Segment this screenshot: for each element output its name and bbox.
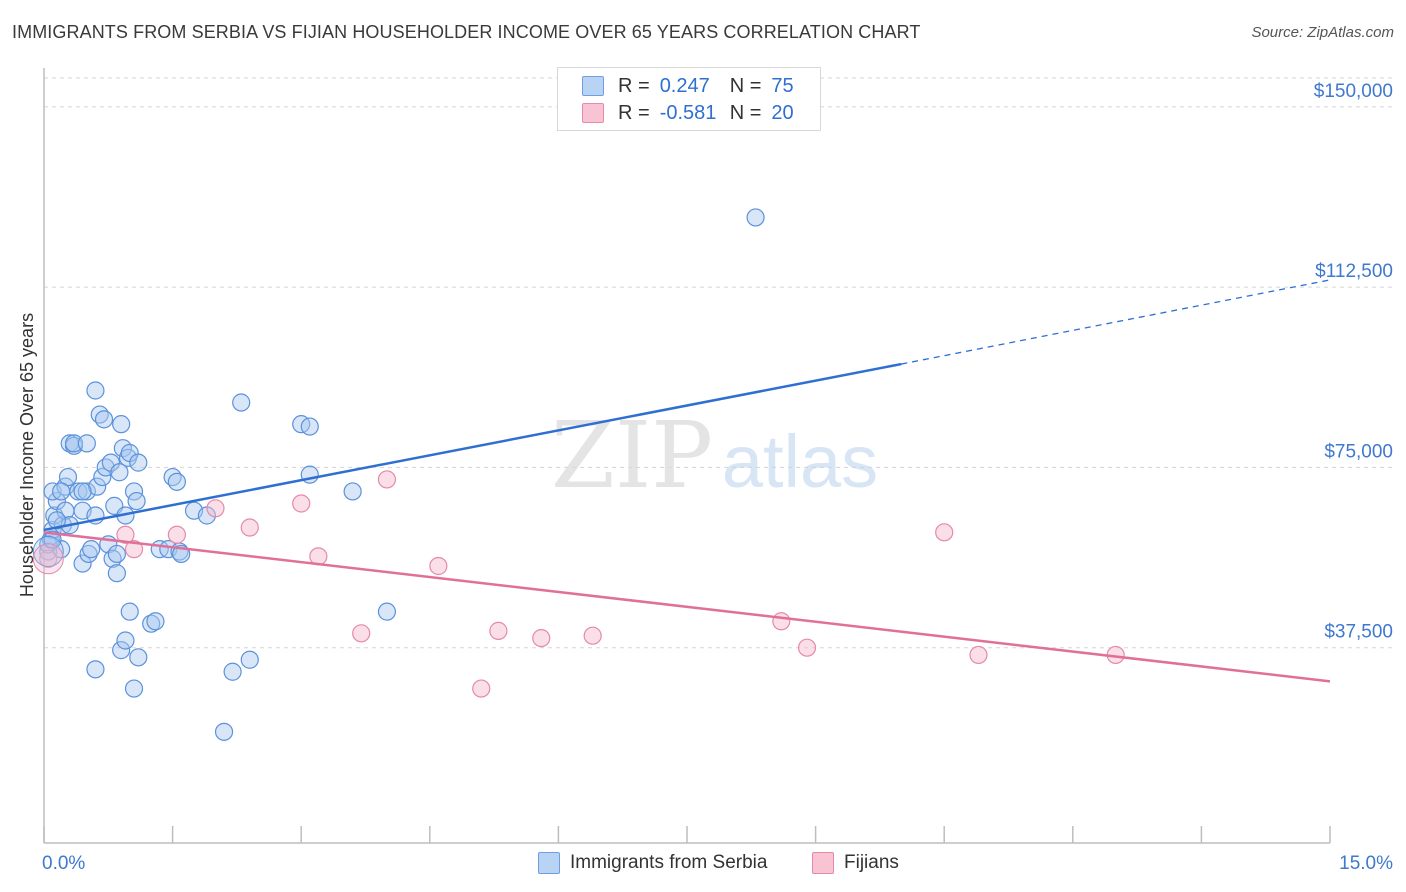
chart-title: IMMIGRANTS FROM SERBIA VS FIJIAN HOUSEHO… [12, 22, 921, 42]
serbia-point [124, 679, 144, 698]
fijian-point [39, 549, 58, 568]
serbia-point [129, 648, 148, 667]
legend-swatch-serbia [582, 76, 604, 96]
serbia-point [116, 631, 135, 650]
serbia-point [94, 410, 114, 429]
serbia-point [107, 544, 126, 564]
fijian-point [167, 525, 186, 544]
legend-swatch-fijians [582, 103, 604, 123]
fijian-point [797, 638, 817, 657]
legend-box: R = 0.247 N = 75 R = -0.581 N = 20 [557, 67, 821, 131]
fijian-trend-line [43, 531, 1331, 683]
serbia-trend-line [43, 362, 902, 532]
serbia-point [64, 434, 84, 453]
serbia-point [146, 612, 165, 631]
fijian-point [489, 621, 508, 640]
fijian-point [240, 518, 259, 537]
serbia-point [129, 453, 148, 472]
fijian-point [292, 494, 311, 513]
fijian-point [969, 645, 988, 665]
watermark-atlas: atlas [722, 420, 878, 503]
serbia-point [96, 458, 115, 477]
serbia-point [240, 650, 259, 669]
y-tick-label: $75,000 [1324, 441, 1393, 462]
fijian-point [429, 556, 448, 576]
fijian-point [32, 543, 64, 575]
serbia-point [223, 662, 242, 681]
bottom-legend-label-serbia: Immigrants from Serbia [570, 852, 768, 873]
bottom-legend-serbia: Immigrants from Serbia [538, 852, 767, 874]
serbia-point [32, 536, 64, 568]
source-label: Source: ZipAtlas.com [1251, 24, 1394, 41]
serbia-point [110, 463, 129, 482]
fijian-point [116, 525, 135, 544]
serbia-point [86, 660, 105, 679]
serbia-point [86, 381, 105, 400]
serbia-point [52, 482, 71, 501]
fijian-point [532, 628, 551, 648]
x-tick-label: 15.0% [1339, 853, 1393, 874]
serbia-point [47, 511, 66, 530]
serbia-trend-extension [901, 279, 1331, 365]
serbia-point [93, 467, 112, 487]
serbia-point [214, 722, 234, 741]
serbia-point [746, 208, 765, 227]
serbia-point [120, 602, 139, 621]
bottom-legend-fijians: Fijians [812, 852, 899, 874]
serbia-point [112, 415, 131, 434]
x-tick-label: 0.0% [42, 853, 85, 874]
legend-n-value: 20 [771, 101, 794, 124]
serbia-point [377, 602, 397, 621]
legend-n-label: N = [729, 74, 762, 97]
fijian-point [583, 626, 602, 645]
serbia-point [77, 482, 96, 501]
fijian-point [206, 499, 225, 518]
serbia-point [343, 482, 362, 501]
legend-n-value: 75 [771, 74, 794, 97]
serbia-point [88, 477, 107, 496]
bottom-legend-label-fijians: Fijians [844, 852, 899, 873]
serbia-point [127, 491, 146, 511]
legend-r-label: R = [618, 101, 650, 124]
legend-r-label: R = [618, 74, 650, 97]
serbia-point [112, 641, 131, 660]
y-tick-label: $150,000 [1314, 81, 1393, 102]
fijian-point [472, 679, 491, 698]
fijian-point [935, 523, 954, 542]
legend-n-label: N = [729, 101, 762, 124]
watermark-zip: ZIP [551, 402, 713, 509]
serbia-point [82, 540, 101, 559]
serbia-point [79, 544, 98, 564]
serbia-point [73, 554, 92, 573]
serbia-point [167, 472, 186, 491]
legend-row-fijians: R = -0.581 N = 20 [582, 100, 794, 126]
serbia-point [77, 434, 96, 453]
legend-r-value: -0.581 [659, 101, 717, 124]
serbia-point [73, 482, 92, 501]
y-axis-label: Householder Income Over 65 years [17, 313, 37, 597]
bottom-legend-swatch-serbia [538, 852, 560, 874]
serbia-point [300, 417, 319, 436]
legend-row-serbia: R = 0.247 N = 75 [582, 73, 794, 99]
legend-r-value: 0.247 [659, 74, 710, 97]
fijian-point [377, 470, 397, 489]
bottom-legend-swatch-fijians [812, 852, 834, 874]
fijian-point [352, 624, 371, 643]
y-tick-label: $37,500 [1324, 622, 1393, 643]
serbia-point [107, 564, 126, 583]
y-tick-label: $112,500 [1315, 261, 1393, 282]
serbia-point [232, 393, 251, 412]
fijian-point [772, 612, 791, 631]
fijian-point [124, 540, 144, 559]
